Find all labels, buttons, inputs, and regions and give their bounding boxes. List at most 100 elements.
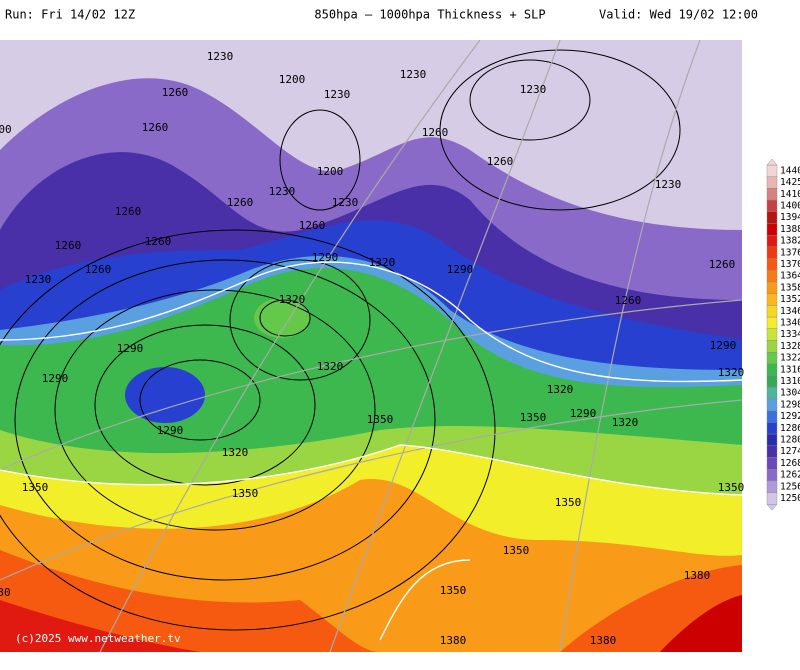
colorbar-swatch [766, 176, 778, 189]
contour-label: 1260 [487, 155, 514, 168]
contour-label: 1230 [655, 178, 682, 191]
contour-label: 1320 [369, 256, 396, 269]
contour-label: 1350 [503, 544, 530, 557]
colorbar-label: 1340 [780, 317, 800, 328]
colorbar-arrow [766, 158, 778, 166]
colorbar-swatch [766, 281, 778, 294]
colorbar-label: 1346 [780, 306, 800, 317]
thickness-band [660, 595, 742, 652]
copyright: (c)2025 www.netweather.tv [15, 632, 181, 645]
run-label: Run: Fri 14/02 12Z [5, 8, 135, 22]
colorbar-label: 1322 [780, 353, 800, 364]
contour-label: 1230 [207, 50, 234, 63]
contour-label: 1260 [422, 126, 449, 139]
contour-label: 1230 [400, 68, 427, 81]
contour-label: 1230 [269, 185, 296, 198]
thickness-band [0, 600, 200, 652]
contour-label: 1320 [222, 446, 249, 459]
colorbar-swatch [766, 234, 778, 248]
contour-label: 1380 [440, 634, 467, 647]
colorbar-label: 1256 [780, 481, 800, 492]
isobars [0, 49, 681, 631]
graticule [0, 40, 742, 652]
colorbar-label: 1388 [780, 224, 800, 235]
colorbar-swatch [766, 387, 778, 400]
colorbar-label: 1304 [780, 388, 800, 399]
contour-label: 1320 [612, 416, 639, 429]
colorbar-swatch [766, 188, 778, 201]
colorbar-label: 1358 [780, 282, 800, 293]
colorbar-swatch [766, 270, 778, 283]
map-area [0, 40, 742, 652]
contour-label: 1350 [367, 413, 394, 426]
contour-label: 1260 [615, 294, 642, 307]
colorbar-swatch [766, 457, 778, 470]
contour-label: 1350 [440, 584, 467, 597]
colorbar-label: 1262 [780, 470, 800, 481]
contour-label: 1350 [232, 487, 259, 500]
colorbar-swatch [766, 480, 778, 493]
contour-label: 1380 [590, 634, 617, 647]
colorbar-swatch [766, 293, 778, 306]
colorbar-swatch [766, 199, 778, 213]
contour-label: 1260 [162, 86, 189, 99]
cold-pool [125, 367, 205, 423]
colorbar-swatch [766, 469, 778, 482]
contour-label: 1320 [317, 360, 344, 373]
contour-label: 00 [0, 123, 12, 136]
contour-label: 1290 [570, 407, 597, 420]
colorbar-label: 1268 [780, 458, 800, 469]
colorbar-label: 1370 [780, 259, 800, 270]
chart-title: 850hpa – 1000hpa Thickness + SLP [314, 8, 545, 22]
colorbar-label: 1376 [780, 247, 800, 258]
colorbar-swatch [766, 328, 778, 341]
contour-label: 1260 [145, 235, 172, 248]
colorbar-swatch [766, 352, 778, 365]
contour-label: 30 [0, 586, 11, 599]
colorbar-label: 1292 [780, 411, 800, 422]
contour-label: 1350 [718, 481, 745, 494]
colorbar-swatch [766, 375, 778, 388]
colorbar-label: 1394 [780, 212, 800, 223]
colorbar-swatch [766, 398, 778, 411]
colorbar-swatch [766, 316, 778, 330]
contour-label: 1290 [447, 263, 474, 276]
colorbar-label: 1382 [780, 236, 800, 247]
colorbar-label: 1310 [780, 376, 800, 387]
contour-label: 1260 [142, 121, 169, 134]
colorbar-label: 1425 [780, 177, 800, 188]
colorbar-swatch [766, 246, 778, 259]
contour-label: 1290 [117, 342, 144, 355]
colorbar-swatch [766, 223, 778, 236]
contour-label: 1320 [547, 383, 574, 396]
colorbar-swatch [766, 258, 778, 271]
thickness-lines [0, 261, 742, 641]
colorbar-label: 1410 [780, 189, 800, 200]
contour-label: 1350 [555, 496, 582, 509]
contour-label: 1260 [55, 239, 82, 252]
colorbar-label: 1400 [780, 200, 800, 211]
colorbar-swatch [766, 410, 778, 423]
contour-label: 1200 [279, 73, 306, 86]
contour-label: 1350 [520, 411, 547, 424]
contour-label: 1230 [25, 273, 52, 286]
contour-label: 1260 [85, 263, 112, 276]
contour-label: 1290 [157, 424, 184, 437]
colorbar-label: 1280 [780, 434, 800, 445]
contour-label: 1230 [332, 196, 359, 209]
contour-label: 1320 [279, 293, 306, 306]
colorbar-swatch [766, 492, 778, 505]
contour-label: 1260 [709, 258, 736, 271]
colorbar-swatch [766, 305, 778, 318]
colorbar-label: 1286 [780, 423, 800, 434]
colorbar-label: 1250 [780, 493, 800, 504]
contour-label: 1230 [520, 83, 547, 96]
colorbar-swatch [766, 433, 778, 447]
colorbar-label: 1364 [780, 271, 800, 282]
colorbar-swatch [766, 340, 778, 353]
colorbar-swatch [766, 445, 778, 458]
valid-label: Valid: Wed 19/02 12:00 [599, 8, 758, 22]
contour-label: 1350 [22, 481, 49, 494]
colorbar-swatch [766, 363, 778, 376]
